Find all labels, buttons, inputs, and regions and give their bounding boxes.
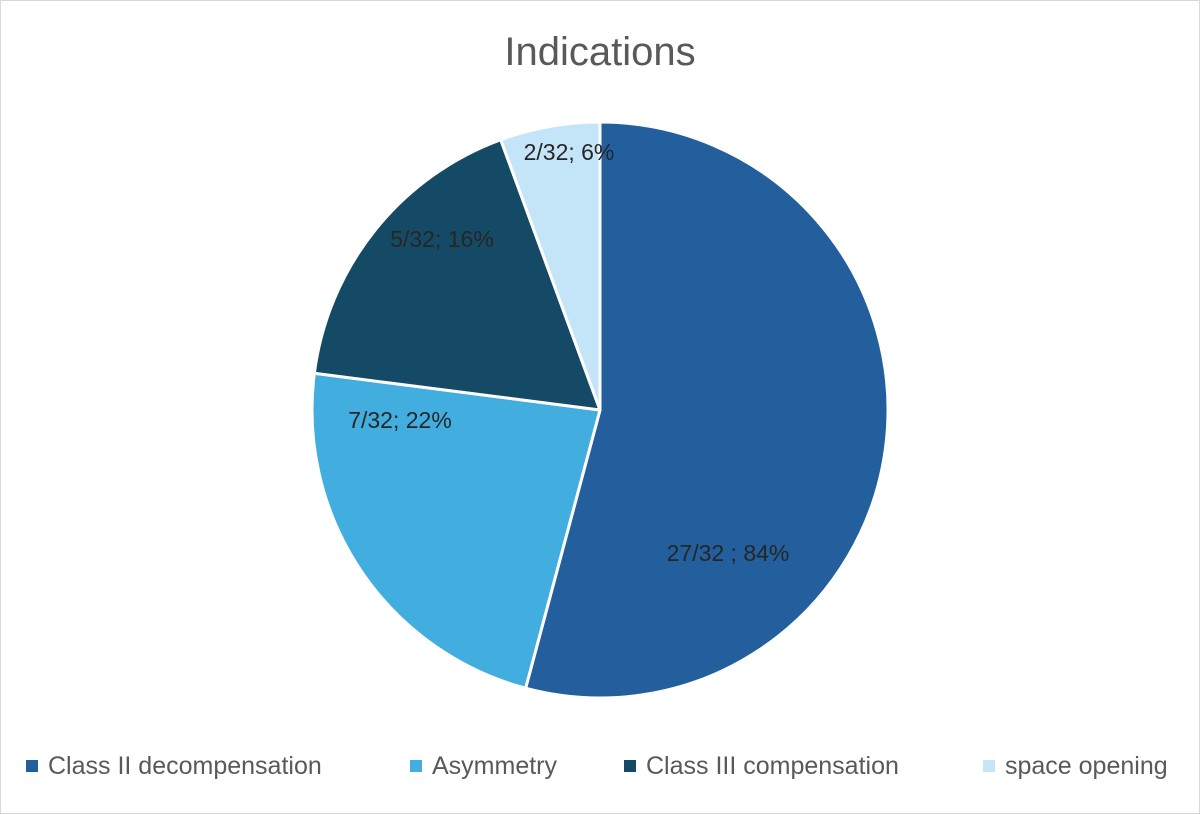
data-label: 2/32; 6% [524, 139, 615, 165]
legend-label: space opening [1005, 751, 1168, 780]
legend-item-class-iii-compensation: Class III compensation [624, 748, 899, 784]
legend-item-space-opening: space opening [983, 748, 1168, 784]
pie-slice-class-iii-compensation [312, 138, 602, 412]
legend-label: Asymmetry [432, 751, 557, 780]
legend-label: Class III compensation [646, 751, 899, 780]
pie-slice-asymmetry [310, 371, 602, 690]
data-label: 7/32; 22% [348, 407, 452, 433]
legend-label: Class II decompensation [48, 751, 322, 780]
legend: Class II decompensation Asymmetry Class … [0, 748, 1200, 784]
legend-swatch [26, 760, 38, 772]
legend-item-asymmetry: Asymmetry [410, 748, 557, 784]
data-label: 5/32; 16% [390, 226, 494, 252]
legend-swatch [624, 760, 636, 772]
legend-item-class-ii-decompensation: Class II decompensation [26, 748, 322, 784]
legend-swatch [983, 760, 995, 772]
pie-slice-class-ii-decompensation [524, 120, 890, 700]
pie-slice-space-opening [499, 120, 602, 412]
chart-title: Indications [504, 30, 696, 74]
legend-swatch [410, 760, 422, 772]
data-label: 27/32 ; 84% [667, 540, 790, 566]
